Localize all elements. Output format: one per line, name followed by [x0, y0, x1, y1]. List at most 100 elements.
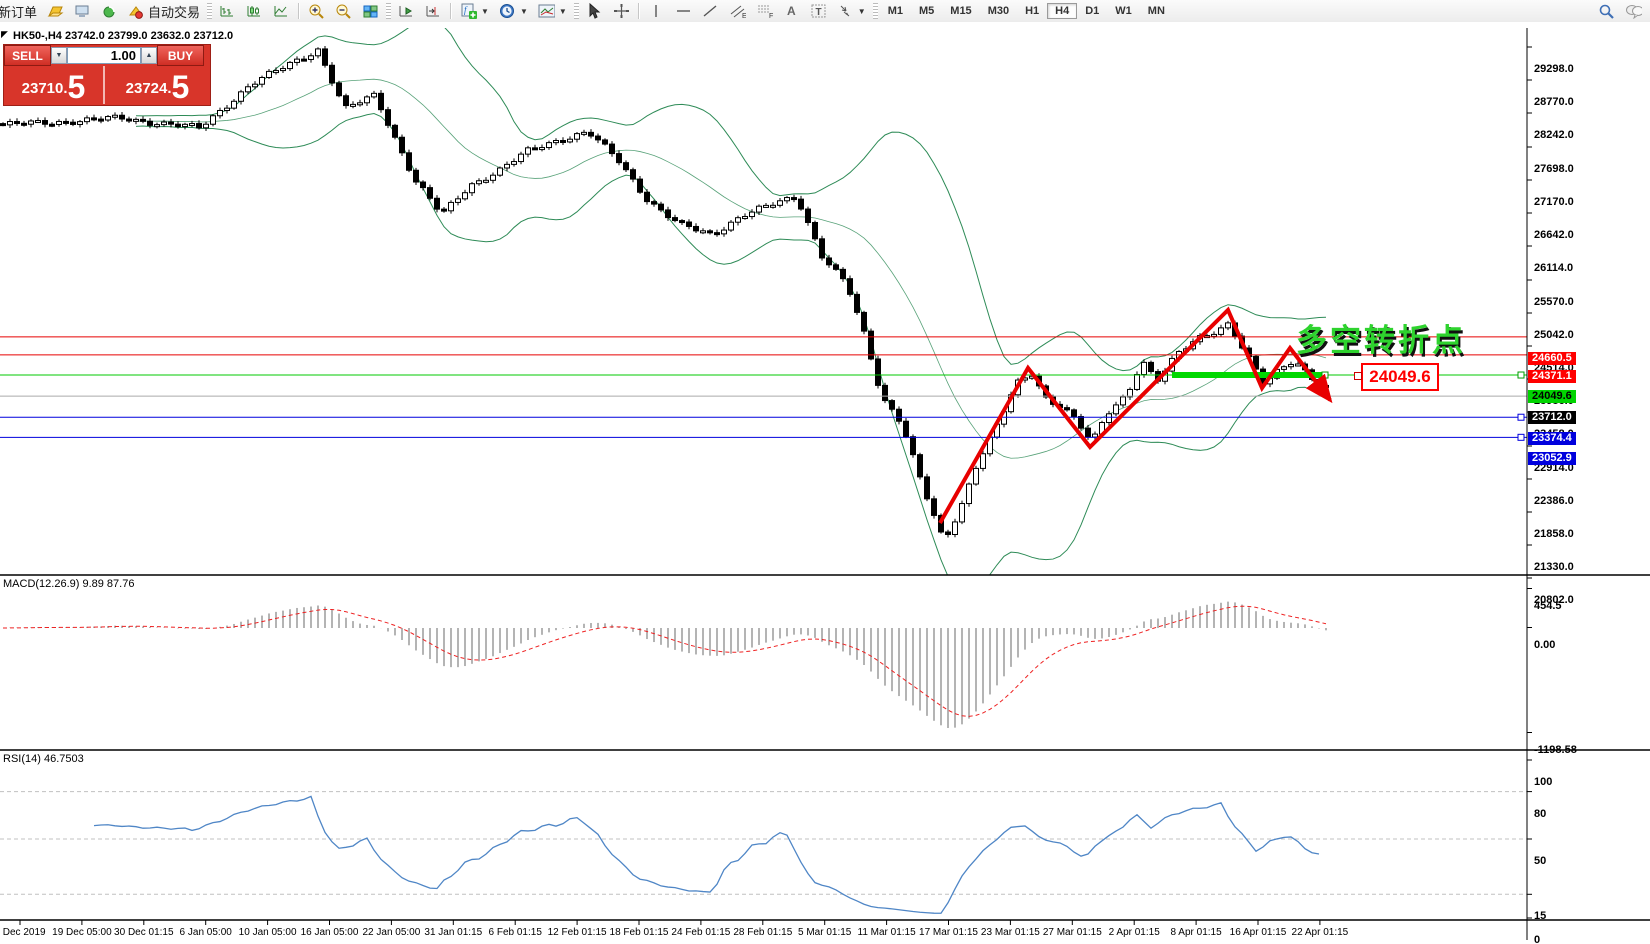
buy-button[interactable]: BUY: [157, 45, 204, 66]
trend-line-button[interactable]: [697, 1, 724, 21]
search-icon[interactable]: [1598, 3, 1615, 20]
trend-zigzag-arrow[interactable]: [938, 306, 1333, 524]
sell-price-frac: 5: [67, 69, 86, 105]
price-tag-23374.4[interactable]: 23374.4: [1528, 432, 1576, 446]
date-axis-label[interactable]: 23 Mar 01:15: [980, 927, 1040, 938]
date-axis-label[interactable]: 22 Apr 01:15: [1291, 927, 1349, 938]
new-order-label: 新订单: [0, 4, 38, 20]
timeframe-h4[interactable]: H4: [1047, 3, 1078, 19]
new-order-button[interactable]: 新订单: [0, 1, 42, 21]
volume-increase-button[interactable]: ▲: [141, 47, 157, 64]
signal-button[interactable]: [96, 1, 123, 21]
date-axis-label[interactable]: 17 Mar 01:15: [919, 927, 978, 938]
arrows-button[interactable]: ▼: [832, 1, 871, 21]
turning-point-annotation[interactable]: 多空转折点: [1296, 323, 1466, 358]
callout-handle[interactable]: [1354, 372, 1362, 380]
date-axis-label[interactable]: 31 Jan 01:15: [424, 927, 483, 938]
volume-decrease-button[interactable]: ▼: [51, 47, 67, 64]
chart-shift-icon: [425, 3, 442, 20]
svg-text:E: E: [742, 13, 746, 19]
periods-button[interactable]: ▼: [494, 1, 533, 21]
price-axis-label: 21858.0: [1534, 528, 1574, 540]
buy-price-display[interactable]: 23724. 5: [125, 69, 190, 105]
date-axis-label[interactable]: 11 Mar 01:15: [857, 927, 916, 938]
crosshair-button[interactable]: [608, 1, 635, 21]
date-axis-label[interactable]: 22 Jan 05:00: [362, 927, 421, 938]
chart-canvas[interactable]: [0, 22, 1650, 944]
market-watch-button[interactable]: [42, 1, 69, 21]
timeframe-m15[interactable]: M15: [950, 5, 972, 17]
price-tag-23052.9[interactable]: 23052.9: [1528, 452, 1576, 466]
date-axis-label[interactable]: 18 Feb 01:15: [609, 927, 669, 938]
price-callout-box[interactable]: 24049.6: [1361, 363, 1439, 391]
bar-chart-button[interactable]: [214, 1, 241, 21]
terminal-button[interactable]: [69, 1, 96, 21]
terminal-icon: [74, 3, 91, 20]
line-handle[interactable]: [1517, 433, 1525, 441]
timeframe-m1[interactable]: M1: [887, 5, 903, 17]
auto-scroll-icon: [398, 3, 415, 20]
zoom-out-button[interactable]: [330, 1, 357, 21]
date-axis-label[interactable]: 16 Jan 05:00: [300, 927, 359, 938]
horizontal-line-button[interactable]: [670, 1, 697, 21]
date-axis-label[interactable]: 12 Feb 01:15: [547, 927, 607, 938]
text-label-button[interactable]: T: [805, 1, 832, 21]
dropdown-caret: ▼: [519, 6, 528, 16]
dropdown-caret: ▼: [857, 6, 866, 16]
line-handle[interactable]: [1517, 413, 1525, 421]
candlestick-icon: [246, 3, 263, 20]
volume-input[interactable]: [67, 47, 141, 64]
chat-icon[interactable]: [1625, 3, 1642, 20]
date-axis-label[interactable]: 16 Apr 01:15: [1229, 927, 1287, 938]
timeframe-m5[interactable]: M5: [919, 5, 935, 17]
price-axis-label: 20802.0: [1534, 594, 1574, 606]
date-axis-label[interactable]: 6 Jan 05:00: [179, 927, 232, 938]
chart-shift-button[interactable]: [420, 1, 447, 21]
line-handle[interactable]: [1517, 371, 1525, 379]
date-axis-label[interactable]: 27 Mar 01:15: [1042, 927, 1102, 938]
auto-scroll-button[interactable]: [393, 1, 420, 21]
collapse-quote-arrow[interactable]: ◤: [1, 29, 8, 39]
timeframe-mn[interactable]: MN: [1147, 5, 1165, 17]
date-axis-label[interactable]: 2 Apr 01:15: [1108, 927, 1160, 938]
fibonacci-button[interactable]: F: [751, 1, 778, 21]
candlesticks: [0, 45, 1329, 538]
date-axis-label[interactable]: 28 Feb 01:15: [733, 927, 793, 938]
cursor-button[interactable]: [581, 1, 608, 21]
zoom-in-button[interactable]: [303, 1, 330, 21]
timeframe-m30[interactable]: M30: [987, 5, 1010, 17]
line-handle[interactable]: [1321, 371, 1329, 379]
vertical-line-button[interactable]: [643, 1, 670, 21]
price-tag-24371.1[interactable]: 24371.1: [1528, 369, 1576, 383]
date-axis-label[interactable]: 3 Dec 2019: [0, 927, 46, 938]
price-tag-24660.5[interactable]: 24660.5: [1528, 351, 1576, 365]
macd-axis-label: -1198.58: [1534, 744, 1577, 756]
line-chart-button[interactable]: [268, 1, 295, 21]
date-axis-label[interactable]: 19 Dec 05:00: [52, 927, 112, 938]
timeframe-h1[interactable]: H1: [1025, 5, 1040, 17]
text-button[interactable]: A: [778, 1, 805, 21]
svg-text:T: T: [815, 7, 821, 18]
price-tag-23712.0[interactable]: 23712.0: [1528, 411, 1576, 425]
autotrading-button[interactable]: 自动交易: [123, 1, 205, 21]
market-watch-icon: [47, 3, 64, 20]
buy-price-frac: 5: [171, 69, 190, 105]
chart-window: ◤ HK50-,H4 23742.0 23799.0 23632.0 23712…: [0, 22, 1650, 944]
template-button[interactable]: ▼: [533, 1, 572, 21]
date-axis-label[interactable]: 10 Jan 05:00: [238, 927, 297, 938]
tile-windows-button[interactable]: [357, 1, 384, 21]
indicators-button[interactable]: f ▼: [455, 1, 494, 21]
timeframe-w1[interactable]: W1: [1115, 5, 1132, 17]
sell-price-display[interactable]: 23710. 5: [4, 66, 105, 104]
timeframe-d1[interactable]: D1: [1085, 5, 1100, 17]
date-axis-label[interactable]: 24 Feb 01:15: [671, 927, 731, 938]
candlestick-button[interactable]: [241, 1, 268, 21]
date-axis-label[interactable]: 8 Apr 01:15: [1170, 927, 1222, 938]
date-axis-label[interactable]: 5 Mar 01:15: [798, 927, 852, 938]
price-tag-24049.6[interactable]: 24049.6: [1528, 390, 1576, 404]
date-axis-label[interactable]: 30 Dec 01:15: [114, 927, 174, 938]
date-axis-label[interactable]: 6 Feb 01:15: [488, 927, 542, 938]
channel-button[interactable]: E: [724, 1, 751, 21]
sell-button[interactable]: SELL: [4, 45, 51, 66]
